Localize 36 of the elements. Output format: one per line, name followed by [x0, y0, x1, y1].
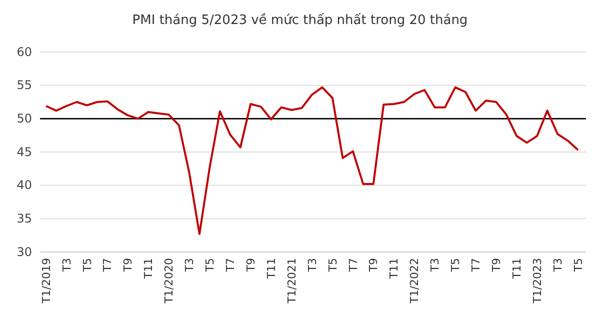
x-tick-label: T5	[572, 258, 585, 273]
x-tick-label: T11	[510, 258, 524, 280]
x-tick-label: T9	[367, 258, 380, 273]
y-tick-label: 40	[16, 178, 32, 192]
x-tick-label: T3	[551, 258, 564, 273]
x-tick-label: T11	[142, 258, 156, 280]
x-tick-label: T9	[122, 258, 135, 273]
x-tick-label: T7	[224, 258, 238, 273]
x-tick-label: T11	[264, 258, 278, 280]
x-tick-label: T7	[470, 258, 483, 273]
x-tick-label: T1/2020	[162, 258, 176, 304]
chart-title: PMI tháng 5/2023 về mức thấp nhất trong 20 tháng	[132, 12, 468, 28]
x-tick-label: T7	[101, 258, 114, 273]
y-tick-label: 30	[16, 244, 32, 259]
x-tick-label: T9	[244, 258, 258, 273]
x-tick-label: T5	[204, 258, 217, 273]
x-tick-label: T9	[490, 258, 504, 273]
x-tick-label: T1/2023	[530, 258, 544, 304]
x-tick-label: T5	[449, 258, 462, 273]
y-tick-label: 45	[16, 144, 32, 159]
x-tick-label: T5	[326, 258, 340, 273]
x-tick-label: T3	[306, 258, 319, 273]
x-tick-label: T7	[346, 258, 360, 273]
y-tick-label: 60	[16, 44, 32, 59]
x-tick-label: T11	[388, 258, 401, 280]
x-tick-label: T3	[60, 258, 74, 273]
y-tick-label: 55	[16, 78, 32, 92]
line-series	[45, 86, 579, 235]
x-tick-label: T3	[183, 258, 196, 273]
x-tick-label: T5	[80, 258, 94, 273]
x-tick-label: T1/2021	[285, 258, 298, 304]
x-tick-label: T1/2019	[40, 258, 53, 304]
y-tick-label: 35	[16, 212, 32, 226]
x-tick-label: T3	[428, 258, 442, 273]
y-tick-label: 50	[16, 112, 32, 126]
x-tick-label: T1/2022	[408, 258, 422, 304]
